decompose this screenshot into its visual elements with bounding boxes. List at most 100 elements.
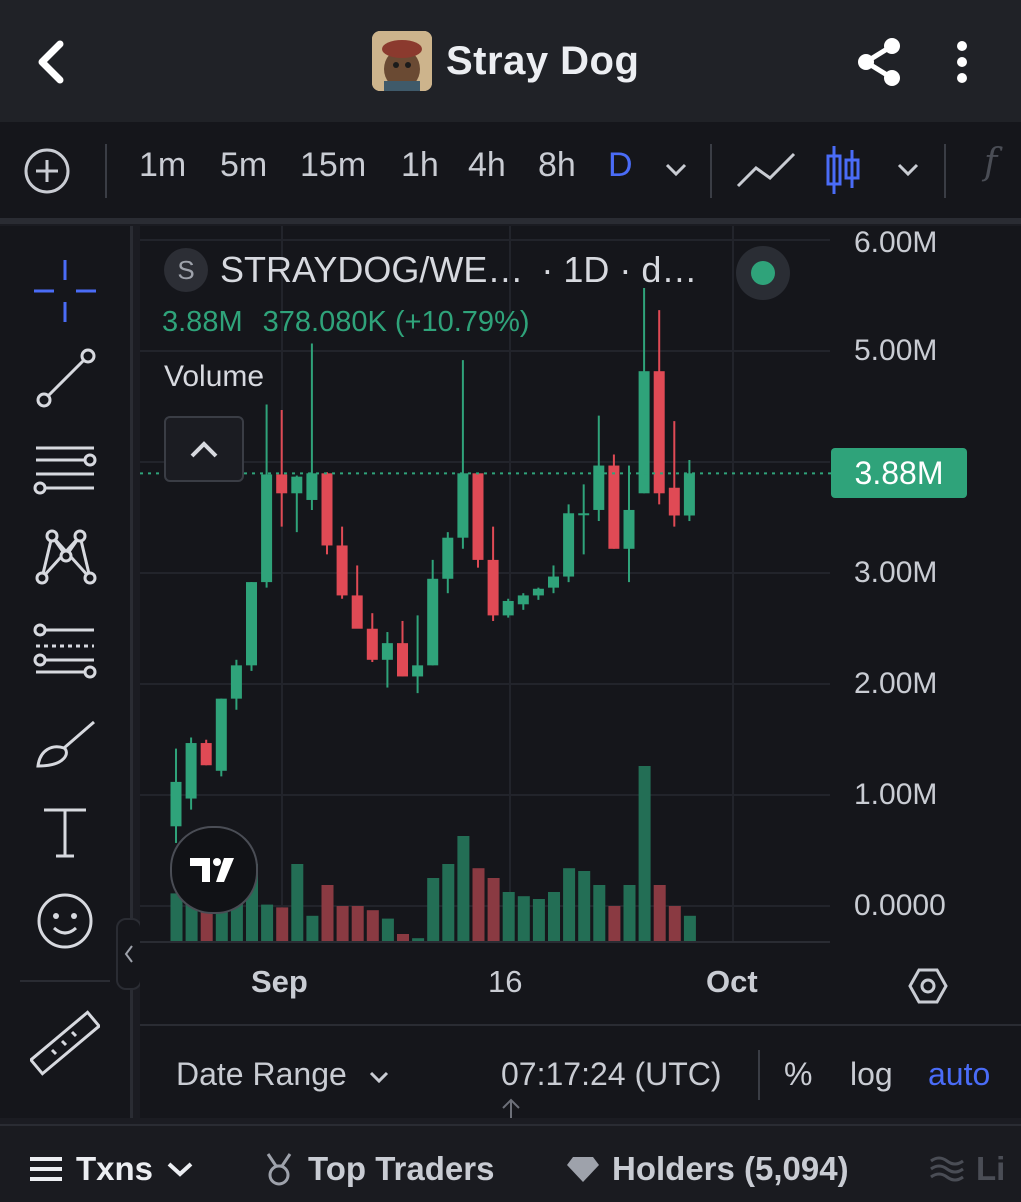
volume-bar — [472, 868, 485, 941]
date-range-dropdown[interactable]: Date Range — [176, 1056, 347, 1092]
candle-body — [321, 473, 333, 546]
tab-holders[interactable]: Holders (5,094) — [566, 1150, 849, 1188]
drawing-tools-sidebar — [0, 226, 133, 1118]
waves-icon — [930, 1156, 964, 1182]
log-toggle[interactable]: log — [850, 1056, 893, 1092]
y-tick-5m: 5.00M — [854, 334, 938, 367]
emoji-icon[interactable] — [30, 886, 100, 956]
prediction-icon[interactable] — [30, 616, 100, 686]
price-change: 378.080K (+10.79%) — [262, 306, 530, 338]
candle-body — [306, 473, 318, 500]
y-tick-0: 0.0000 — [854, 889, 946, 922]
candle-body — [230, 665, 242, 699]
chevron-down-icon[interactable] — [368, 1070, 390, 1084]
timeframe-5m[interactable]: 5m — [220, 146, 268, 184]
timeframe-1m[interactable]: 1m — [139, 146, 187, 184]
tab-top-traders[interactable]: Top Traders — [262, 1150, 494, 1188]
candle-body — [291, 476, 303, 494]
tab-top-traders-label: Top Traders — [308, 1150, 495, 1187]
candle-body — [442, 537, 454, 579]
volume-bar — [276, 907, 289, 941]
volume-bar — [306, 915, 319, 941]
tab-txns-label: Txns — [76, 1150, 154, 1187]
sidebar-divider — [20, 980, 110, 982]
candle-body — [336, 545, 348, 596]
percent-toggle[interactable]: % — [784, 1056, 813, 1092]
tradingview-logo[interactable] — [170, 826, 258, 914]
toolbar-divider — [105, 144, 107, 198]
candle-body — [457, 473, 469, 538]
volume-bar — [487, 878, 500, 941]
pattern-icon[interactable] — [30, 520, 100, 590]
volume-bar — [457, 836, 470, 941]
collapse-legend-button[interactable] — [164, 416, 244, 482]
candle-body — [668, 487, 680, 516]
token-title: Stray Dog — [372, 30, 639, 92]
current-price: 3.88M — [162, 306, 243, 338]
list-icon — [30, 1157, 62, 1181]
volume-bar — [668, 906, 681, 941]
crosshair-icon[interactable] — [30, 256, 100, 326]
timeframe-15m[interactable]: 15m — [300, 146, 367, 184]
volume-bar — [563, 868, 576, 941]
candle-body — [608, 465, 620, 549]
tab-holders-label: Holders (5,094) — [612, 1150, 849, 1187]
volume-label: Volume — [164, 360, 265, 393]
candlestick-type-icon[interactable] — [824, 144, 864, 196]
sidebar-collapse-handle[interactable] — [116, 918, 142, 990]
volume-bar — [653, 885, 666, 941]
candle-body — [548, 576, 559, 588]
auto-toggle[interactable]: auto — [928, 1056, 991, 1092]
utc-time[interactable]: 07:17:24 (UTC) — [501, 1056, 722, 1092]
timeframe-d[interactable]: D — [608, 146, 633, 184]
chevron-down-icon[interactable] — [896, 162, 920, 178]
volume-bar — [442, 864, 455, 941]
x-tick-oct: Oct — [706, 964, 758, 999]
volume-bar — [638, 766, 651, 941]
volume-bar — [517, 896, 530, 941]
timeframe-4h[interactable]: 4h — [468, 146, 506, 184]
timeframe-1h[interactable]: 1h — [401, 146, 439, 184]
tab-txns[interactable]: Txns — [30, 1150, 195, 1188]
x-tick-sep: Sep — [251, 964, 308, 999]
volume-bar — [321, 885, 334, 941]
timeframe-8h[interactable]: 8h — [538, 146, 576, 184]
back-arrow-icon[interactable] — [30, 36, 74, 88]
candle-body — [397, 643, 408, 677]
chart-panel[interactable]: S STRAYDOG/WE… · 1D · d… 3.88M 378.080K … — [140, 226, 1021, 1118]
candle-body — [563, 513, 575, 577]
toolbar-divider — [944, 144, 946, 198]
more-options-icon[interactable] — [944, 38, 980, 86]
symbol-name[interactable]: STRAYDOG/WE… — [220, 249, 524, 290]
volume-bar — [200, 910, 213, 941]
candle-body — [215, 698, 227, 771]
candle-body — [653, 371, 665, 494]
line-chart-icon[interactable] — [736, 150, 796, 190]
trend-line-icon[interactable] — [30, 344, 100, 414]
brush-icon[interactable] — [30, 710, 100, 780]
ruler-icon[interactable] — [30, 1008, 100, 1078]
volume-bar — [593, 885, 606, 941]
chevron-down-icon[interactable] — [664, 162, 688, 178]
text-tool-icon[interactable] — [30, 798, 100, 868]
volume-bar — [427, 878, 440, 941]
add-indicator-icon[interactable] — [22, 146, 72, 196]
y-tick-3m: 3.00M — [854, 556, 938, 589]
candle-body — [472, 473, 484, 560]
y-tick-2m: 2.00M — [854, 667, 938, 700]
diamond-icon — [567, 1157, 599, 1182]
candle-body — [427, 578, 439, 666]
fib-lines-icon[interactable] — [30, 432, 100, 502]
candlestick-chart[interactable] — [140, 226, 1021, 1024]
y-tick-6m: 6.00M — [854, 226, 938, 259]
candle-body — [366, 628, 378, 660]
price-change-row: 3.88M 378.080K (+10.79%) — [162, 306, 530, 339]
toolbar-divider — [710, 144, 712, 198]
tab-liquidity[interactable]: Li — [930, 1150, 1005, 1188]
controls-divider — [758, 1050, 760, 1100]
candle-body — [261, 474, 273, 583]
indicators-fx-icon[interactable]: f — [984, 142, 998, 183]
candle-body — [517, 595, 529, 605]
share-icon[interactable] — [852, 34, 908, 90]
chart-settings-icon[interactable] — [908, 966, 948, 1006]
